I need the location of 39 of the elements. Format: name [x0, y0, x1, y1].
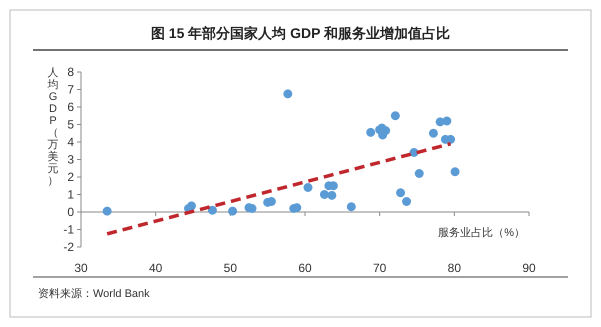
y-tick-label: 2 [67, 170, 74, 184]
y-tick-label: -2 [63, 240, 74, 254]
point [208, 206, 217, 215]
y-tick-label: 3 [67, 152, 74, 167]
y-tick-label: 7 [67, 82, 74, 97]
point [450, 167, 460, 176]
point [442, 116, 452, 126]
x-tick-label: 40 [148, 261, 163, 275]
x-tick-label: 30 [74, 261, 88, 275]
point [396, 188, 406, 198]
chart-title: 图 15 年部分国家人均 GDP 和服务业增加值占比 [150, 25, 450, 41]
point [346, 202, 356, 212]
y-tick-label: -1 [63, 222, 74, 237]
x-tick-label: 60 [298, 261, 312, 275]
y-tick-label: 4 [67, 135, 74, 150]
point [414, 169, 424, 178]
point [320, 190, 329, 199]
x-axis-title: 服务业占比（%） [438, 226, 525, 239]
point [187, 201, 196, 210]
point [366, 128, 376, 137]
x-tick-label: 70 [372, 261, 387, 275]
x-tick-label: 90 [522, 261, 536, 275]
x-tick-label: 80 [448, 261, 462, 275]
y-tick-label: 5 [67, 118, 74, 132]
point [303, 183, 312, 192]
point [390, 111, 400, 120]
y-tick-label: 0 [67, 205, 74, 220]
text: 人均GDP（万美元） [48, 67, 58, 187]
point [228, 206, 238, 216]
point [327, 190, 336, 200]
point [402, 197, 412, 206]
text: 资料来源：World Bank [38, 287, 150, 300]
y-tick-label: 6 [67, 100, 74, 114]
point [428, 128, 438, 138]
y-tick-label: 8 [67, 65, 74, 80]
x-tick-label: 50 [224, 261, 238, 275]
point [102, 206, 112, 216]
y-tick-label: 1 [67, 188, 74, 202]
point [283, 89, 292, 98]
